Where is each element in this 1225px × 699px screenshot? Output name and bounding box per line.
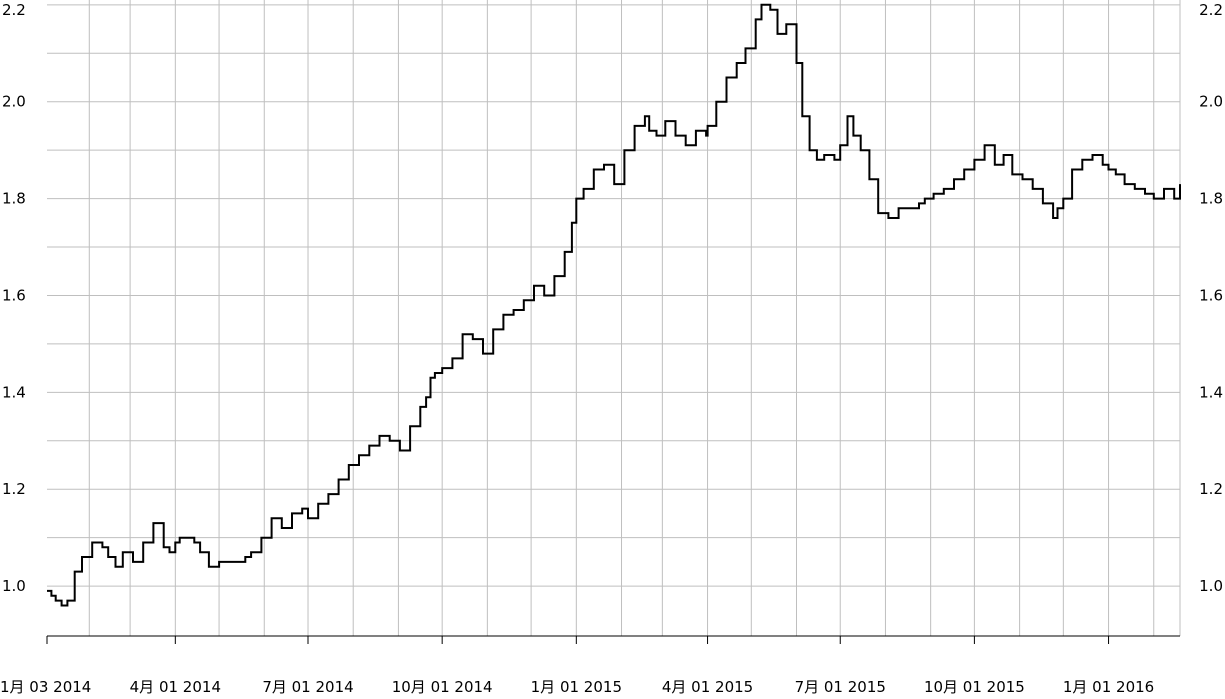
y-tick-label: 2.2 — [2, 1, 26, 19]
y-tick-labels-left: 1.0 1.2 1.4 1.6 1.8 2.0 2.2 — [2, 1, 26, 595]
x-tick-label: 7月 01 2015 — [795, 678, 886, 694]
x-tick-label: 4月 01 2014 — [130, 678, 221, 694]
y-tick-label: 1.8 — [2, 190, 26, 208]
y-tick-label-right: 1.8 — [1199, 190, 1223, 208]
y-tick-label: 1.4 — [2, 383, 26, 401]
x-tick-label: 4月 01 2015 — [662, 678, 753, 694]
y-tick-label-right: 1.2 — [1199, 480, 1223, 498]
y-tick-label: 2.0 — [2, 93, 26, 111]
y-tick-label-right: 1.6 — [1199, 286, 1223, 304]
y-tick-labels-right: 1.0 1.2 1.4 1.6 1.8 2.0 2.2 — [1199, 1, 1223, 595]
x-tick-label: 1月 01 2016 — [1063, 678, 1154, 694]
x-tick-label: 1月 01 2015 — [531, 678, 622, 694]
y-tick-label-right: 1.4 — [1199, 383, 1223, 401]
y-tick-label: 1.6 — [2, 286, 26, 304]
x-tick-labels: 1月 03 2014 4月 01 2014 7月 01 2014 10月 01 201… — [0, 678, 1154, 696]
x-tick-label: 10月 01 2015 — [924, 678, 1025, 694]
x-axis — [46, 635, 1180, 644]
x-tick-label: 7月 01 2014 — [262, 678, 353, 694]
y-tick-label: 1.2 — [2, 480, 26, 498]
x-tick-label: 1月 03 2014 — [0, 678, 91, 694]
y-tick-label: 1.0 — [2, 577, 26, 595]
y-tick-label-right: 1.0 — [1199, 577, 1223, 595]
y-tick-label-right: 2.2 — [1199, 1, 1223, 19]
grid-lines — [47, 0, 1181, 636]
series-layer — [47, 3, 1181, 607]
series-line — [47, 3, 1181, 607]
y-tick-label-right: 2.0 — [1199, 93, 1223, 111]
x-tick-label: 10月 01 2014 — [392, 678, 493, 694]
